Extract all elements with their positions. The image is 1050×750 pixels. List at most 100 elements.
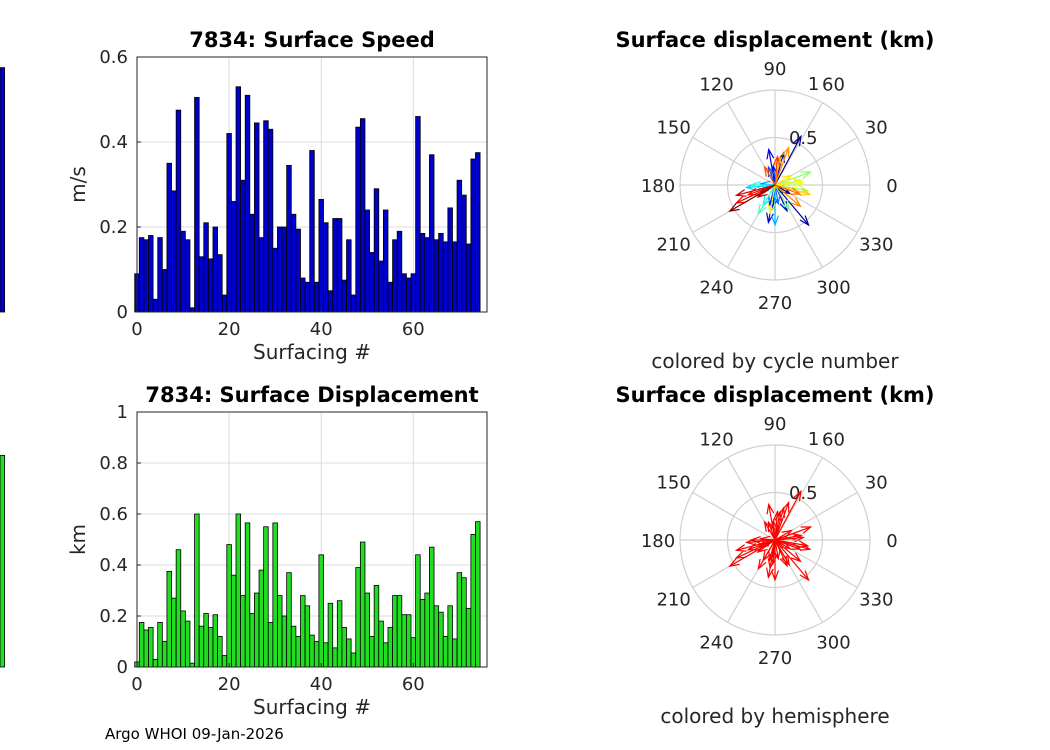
x-tick-label: 20 xyxy=(218,319,241,340)
bar-65 xyxy=(433,239,440,313)
bar-73 xyxy=(470,534,476,668)
arrow-head xyxy=(793,534,806,543)
arrow-shaft xyxy=(774,539,810,581)
bar-63 xyxy=(424,237,430,313)
bar-23 xyxy=(240,179,246,313)
bar-29 xyxy=(267,621,274,668)
bar-18 xyxy=(217,636,223,668)
polar-angle-label: 90 xyxy=(764,59,787,80)
bar-24 xyxy=(244,94,251,313)
arrow-30 xyxy=(774,184,802,195)
bar-8 xyxy=(171,597,177,668)
polar-angle-label: 30 xyxy=(865,118,888,139)
arrow-head xyxy=(781,145,790,158)
bar-58 xyxy=(401,614,407,668)
polar-angle-label: 180 xyxy=(641,176,675,197)
arrow-shaft xyxy=(729,184,776,212)
arrow-head xyxy=(781,199,791,212)
bar-45 xyxy=(341,627,347,668)
bar-17 xyxy=(212,226,218,313)
arrow-shaft xyxy=(774,536,804,541)
bar-66 xyxy=(438,611,444,668)
x-tick-label: 0 xyxy=(131,674,142,695)
bar-60 xyxy=(410,273,417,313)
bar-25 xyxy=(249,213,255,313)
y-axis-label: km xyxy=(66,524,90,555)
y-axis-label: m/s xyxy=(66,166,90,203)
bar-14 xyxy=(198,625,205,668)
polar-angle-label: 60 xyxy=(822,430,845,451)
x-tick-label: 60 xyxy=(402,319,425,340)
polar-angle-label: 330 xyxy=(859,590,893,611)
bar-66 xyxy=(438,232,444,313)
bar-panel-1: 0 20 40 60 0 0.2 0.4 0.6 0.8 1 7834: Surface Displ… xyxy=(0,383,488,719)
polar-angle-label: 0 xyxy=(886,176,897,197)
arrow-shaft xyxy=(757,539,776,570)
arrow-37 xyxy=(728,184,776,212)
y-tick-label: 0.8 xyxy=(99,453,128,474)
arrow-28 xyxy=(774,500,790,541)
arrow-head xyxy=(789,187,802,195)
polar-caption: colored by cycle number xyxy=(651,349,899,373)
bar-54 xyxy=(382,642,389,668)
bar-30 xyxy=(272,247,278,313)
arrow-shaft xyxy=(774,539,790,565)
arrow-shaft xyxy=(736,539,776,559)
bar-2 xyxy=(143,239,149,313)
arrow-19 xyxy=(774,184,791,212)
arrow-head xyxy=(766,147,775,160)
polar-angle-label: 210 xyxy=(656,235,690,256)
arrow-head xyxy=(766,502,775,515)
arrow-head xyxy=(799,543,812,551)
bar-28 xyxy=(263,120,269,313)
arrow-head xyxy=(800,171,813,179)
bar-16 xyxy=(207,627,214,668)
arrow-32 xyxy=(772,509,781,541)
bar-33 xyxy=(286,572,292,668)
arrow-head xyxy=(756,543,768,553)
arrow-head xyxy=(789,542,802,550)
arrow-head xyxy=(728,203,740,212)
arrow-head xyxy=(772,154,781,167)
polar-angle-label: 0 xyxy=(886,531,897,552)
bar-70 xyxy=(456,179,463,313)
bar-56 xyxy=(392,595,398,668)
bar-74 xyxy=(475,521,481,668)
bar-69 xyxy=(452,241,458,313)
arrow-shaft xyxy=(774,136,802,186)
polar-angle-label: 150 xyxy=(656,118,690,139)
y-tick-label: 0 xyxy=(117,657,128,678)
bar-59 xyxy=(406,277,412,313)
x-tick-label: 0 xyxy=(131,319,142,340)
bar-40 xyxy=(318,554,324,668)
x-axis-label: Surfacing # xyxy=(253,695,371,719)
bar-53 xyxy=(378,620,384,668)
bar-10 xyxy=(180,610,186,668)
arrow-head xyxy=(728,558,740,567)
bar-41 xyxy=(323,642,329,668)
arrow-head xyxy=(767,203,776,215)
bar-42 xyxy=(327,290,334,313)
bar-23 xyxy=(240,595,246,668)
arrow-23 xyxy=(767,184,776,215)
arrow-shaft xyxy=(757,184,776,215)
bar-27 xyxy=(258,569,265,668)
bar-26 xyxy=(254,122,260,313)
arrow-31 xyxy=(763,165,776,186)
bar-13 xyxy=(194,96,200,313)
arrow-head xyxy=(757,558,767,571)
axes-box xyxy=(136,56,488,313)
bar-9 xyxy=(175,549,182,668)
bar-75 xyxy=(0,454,6,668)
bar-69 xyxy=(452,638,458,668)
arrow-25 xyxy=(774,174,793,186)
bar-72 xyxy=(465,243,472,313)
arrow-head xyxy=(793,134,802,147)
polar-radius-label: 1 xyxy=(808,74,819,95)
arrow-head xyxy=(800,526,813,534)
footer-credit: Argo WHOI 09-Jan-2026 xyxy=(105,725,284,743)
bar-22 xyxy=(235,86,242,313)
y-tick-label: 0 xyxy=(117,302,128,323)
bar-67 xyxy=(442,636,449,668)
bar-11 xyxy=(184,239,191,313)
